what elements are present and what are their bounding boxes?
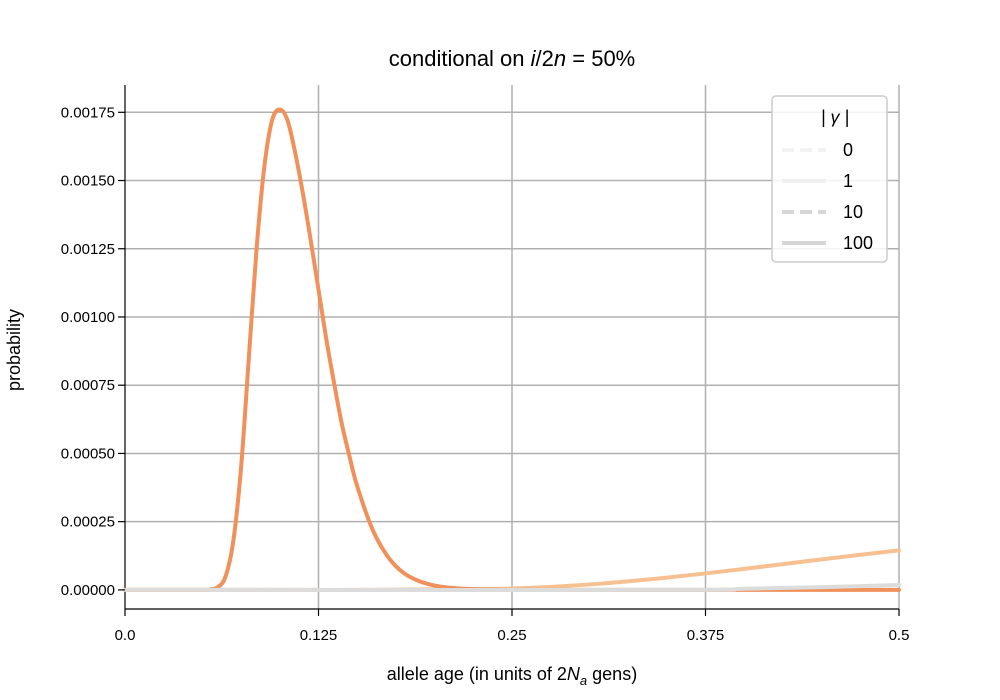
series-layer xyxy=(123,107,901,592)
x-tick-label: 0.375 xyxy=(687,627,725,644)
y-axis-label: probability xyxy=(4,309,24,391)
series-line-3 xyxy=(123,582,901,592)
y-tick-label: 0.00100 xyxy=(61,309,115,326)
chart-title: conditional on i/2n = 50% xyxy=(389,46,636,71)
x-tick-label: 0.25 xyxy=(497,627,526,644)
y-tick-label: 0.00125 xyxy=(61,241,115,258)
legend: | γ | 0 1 10 100 xyxy=(771,95,888,263)
legend-frame xyxy=(771,95,888,263)
tick-layer: 0.0 0.125 0.25 0.375 0.5 0.00000 0.00025 0.0005… xyxy=(61,104,910,644)
x-tick-label: 0.5 xyxy=(889,627,910,644)
y-tick-label: 0.00175 xyxy=(61,104,115,121)
x-tick-label: 0.125 xyxy=(300,627,338,644)
y-tick-label: 0.00000 xyxy=(61,582,115,599)
legend-label: 1 xyxy=(843,171,853,191)
x-axis-label: allele age (in units of 2Na gens) xyxy=(387,664,637,688)
legend-label: 0 xyxy=(843,140,853,160)
legend-title: | γ | xyxy=(821,107,849,127)
y-tick-label: 0.00150 xyxy=(61,173,115,190)
legend-entries: 0 1 10 100 xyxy=(782,140,873,253)
legend-label: 100 xyxy=(843,233,873,253)
y-tick-label: 0.00025 xyxy=(61,514,115,531)
y-tick-label: 0.00075 xyxy=(61,377,115,394)
y-tick-label: 0.00050 xyxy=(61,445,115,462)
x-tick-label: 0.0 xyxy=(115,627,136,644)
legend-label: 10 xyxy=(843,202,863,222)
